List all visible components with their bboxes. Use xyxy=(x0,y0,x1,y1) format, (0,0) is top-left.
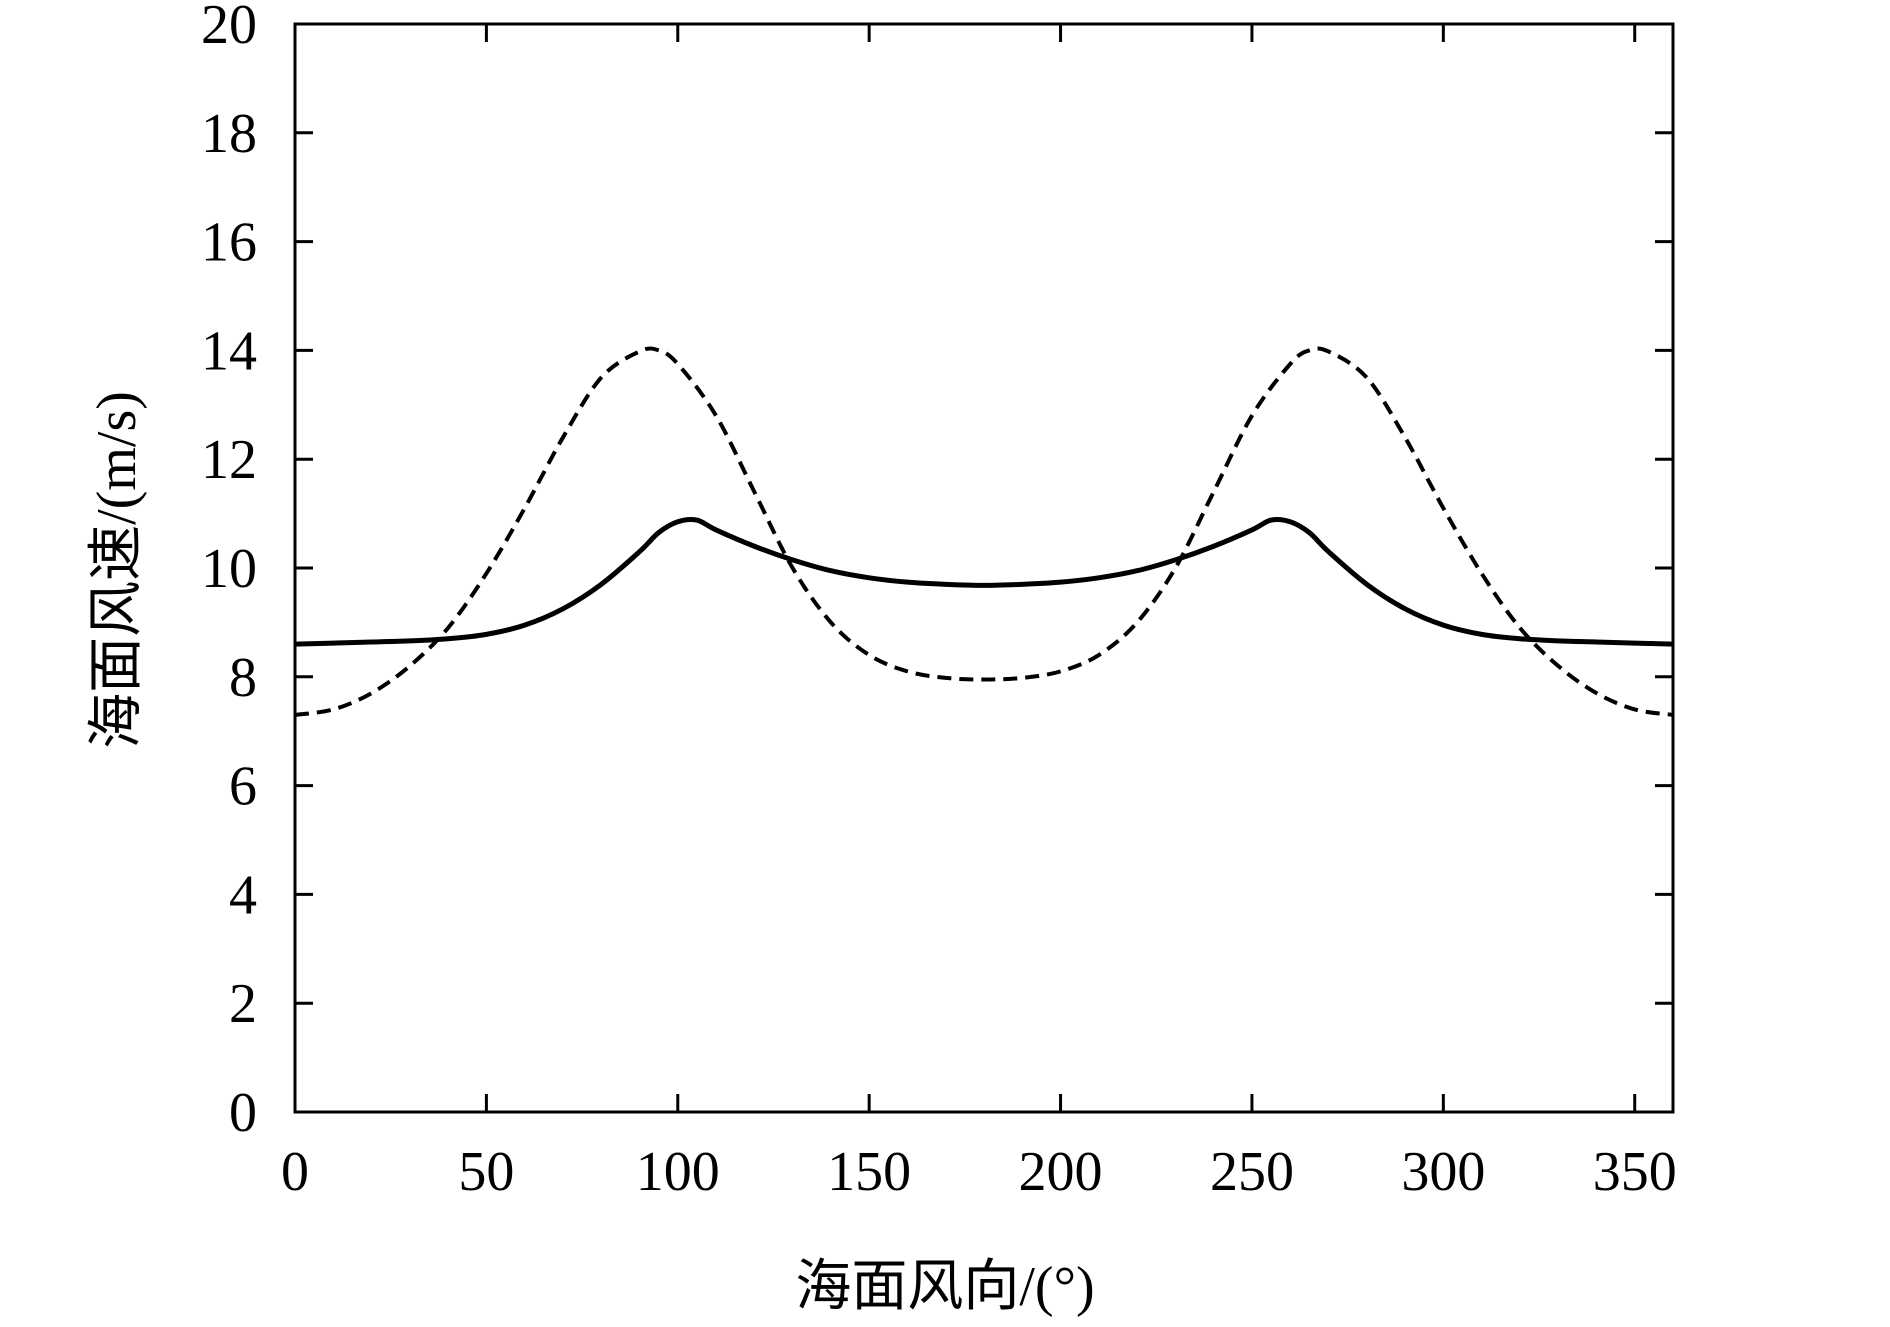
x-tick-label: 100 xyxy=(636,1141,720,1203)
plot-area xyxy=(293,22,1675,1114)
x-tick-label: 200 xyxy=(1019,1141,1103,1203)
series-line-dashed xyxy=(294,346,1674,717)
axes-group: 0 50 100 150 200 250 300 350 0 2 4 6 8 10 12 14 16 18 20 xyxy=(201,0,1677,1203)
y-tick-label: 4 xyxy=(229,864,257,926)
x-tick-label: 0 xyxy=(281,1141,309,1203)
y-tick-label: 20 xyxy=(201,0,257,56)
y-tick-label: 12 xyxy=(201,429,257,491)
x-axis-title: 海面风向/(°) xyxy=(795,1256,1094,1318)
y-tick-label: 6 xyxy=(229,756,257,818)
x-tick-label: 250 xyxy=(1210,1141,1294,1203)
y-tick-label: 14 xyxy=(201,320,257,382)
y-tick-label: 8 xyxy=(229,647,257,709)
y-tick-label: 2 xyxy=(229,973,257,1035)
series-group xyxy=(294,346,1674,717)
y-axis-title: 海面风速/(m/s) xyxy=(86,391,148,749)
series-line-solid xyxy=(294,516,1674,647)
x-tick-label: 50 xyxy=(458,1141,514,1203)
x-tick-label: 150 xyxy=(827,1141,911,1203)
y-tick-label: 16 xyxy=(201,212,257,274)
x-tick-label: 300 xyxy=(1401,1141,1485,1203)
plot-frame xyxy=(293,22,1675,1114)
y-tick-label: 10 xyxy=(201,538,257,600)
x-tick-label: 350 xyxy=(1593,1141,1677,1203)
y-tick-label: 18 xyxy=(201,103,257,165)
y-tick-label: 0 xyxy=(229,1082,257,1144)
